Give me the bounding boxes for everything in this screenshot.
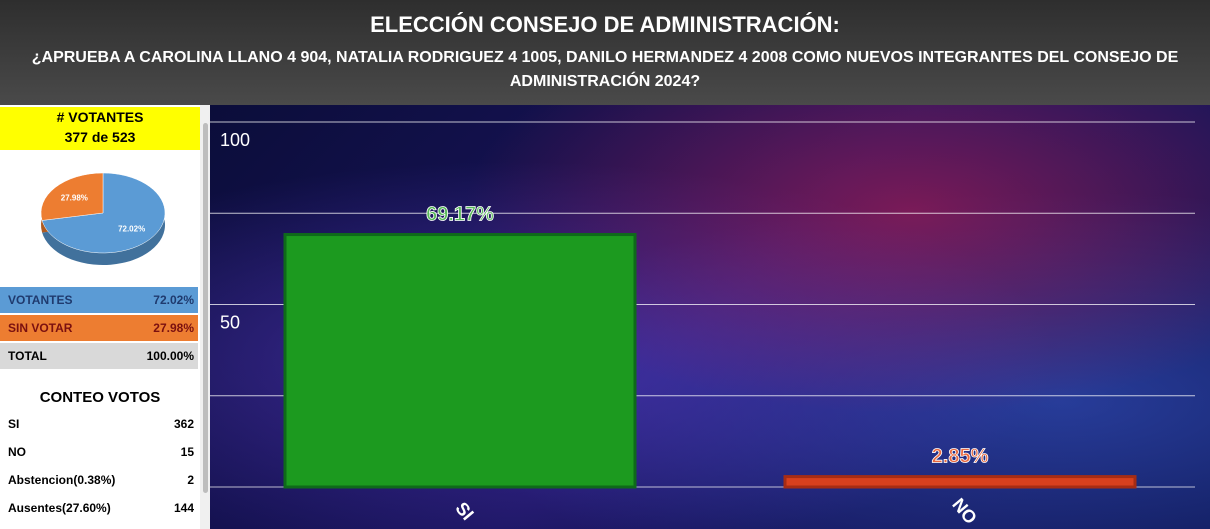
count-row: NO 15 [0, 439, 198, 465]
bar [283, 233, 637, 489]
voters-box: # VOTANTES 377 de 523 [0, 107, 200, 150]
table-row: TOTAL 100.00% [0, 343, 198, 369]
row-label: NO [8, 445, 26, 459]
bar-chart: 50 100 69.17% SI 2.85% NO [210, 105, 1210, 529]
table-row: VOTANTES 72.02% [0, 287, 198, 313]
bar [783, 475, 1137, 489]
title: ELECCIÓN CONSEJO DE ADMINISTRACIÓN: [370, 12, 840, 37]
row-label: Ausentes(27.60%) [8, 501, 111, 515]
row-label: SIN VOTAR [8, 321, 73, 335]
row-value: 72.02% [153, 293, 194, 307]
value-label: 2.85% [932, 446, 989, 468]
row-label: VOTANTES [8, 293, 73, 307]
vote-count-title: CONTEO VOTOS [39, 389, 161, 406]
pie-slice [40, 172, 104, 221]
count-row: Ausentes(27.60%) 144 [0, 495, 198, 521]
voters-count: 377 de 523 [64, 129, 136, 145]
row-value: 362 [173, 417, 194, 431]
voters-label: # VOTANTES [56, 109, 144, 125]
row-value: 2 [187, 473, 194, 487]
scrollbar[interactable] [200, 105, 210, 529]
pie-label: 27.98% [61, 194, 88, 203]
row-value: 15 [180, 445, 194, 459]
subtitle: ¿APRUEBA A CAROLINA LLANO 4 904, NATALIA… [31, 49, 1179, 90]
table-row: SIN VOTAR 27.98% [0, 315, 198, 341]
row-label: TOTAL [8, 349, 47, 363]
count-row: Abstencion(0.38%) 2 [0, 467, 198, 493]
row-value: 144 [173, 501, 194, 515]
value-label: 69.17% [426, 204, 494, 226]
count-row: SI 362 [0, 411, 198, 437]
pie-label: 72.02% [118, 224, 145, 233]
left-panel: # VOTANTES 377 de 523 72.02% 27.98% VOTAN… [0, 105, 200, 529]
row-value: 27.98% [153, 321, 194, 335]
y-tick-label: 100 [220, 130, 250, 150]
x-tick-label: SI [451, 498, 477, 524]
row-label: Abstencion(0.38%) [8, 473, 116, 487]
pie-slice [41, 172, 166, 254]
row-value: 100.00% [146, 349, 194, 363]
pie-chart: 72.02% 27.98% [40, 172, 166, 265]
header: ELECCIÓN CONSEJO DE ADMINISTRACIÓN: ¿APR… [0, 0, 1210, 105]
x-tick-label: NO [948, 494, 981, 528]
scroll-thumb[interactable] [203, 123, 208, 493]
y-tick-label: 50 [220, 313, 240, 333]
row-label: SI [8, 417, 20, 431]
